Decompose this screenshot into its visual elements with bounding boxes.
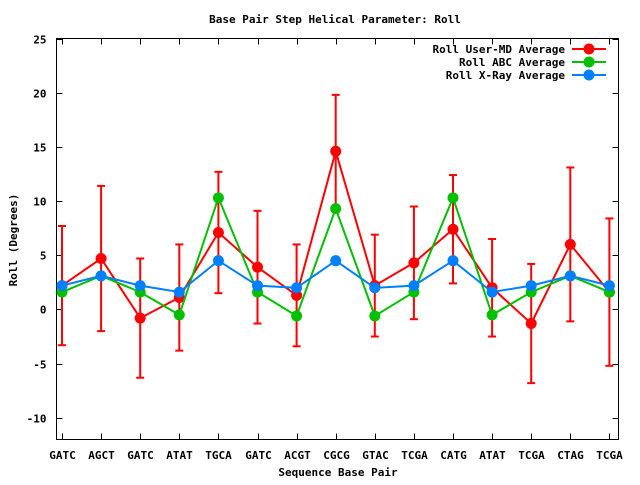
x-tick-label: GATC <box>127 449 154 462</box>
data-point <box>447 223 459 235</box>
x-axis-label: Sequence Base Pair <box>278 466 398 479</box>
legend-swatch-marker <box>583 43 595 55</box>
x-tick-label: GATC <box>49 449 76 462</box>
data-point <box>330 255 342 267</box>
series-layer <box>56 93 615 385</box>
data-point <box>486 309 498 321</box>
data-point <box>134 280 146 292</box>
x-tick-label: TCGA <box>518 449 545 462</box>
x-tick-label: ATAT <box>166 449 193 462</box>
chart-title: Base Pair Step Helical Parameter: Roll <box>209 13 461 26</box>
data-point <box>369 310 381 322</box>
y-tick-label: 20 <box>33 88 46 101</box>
data-point <box>252 280 263 292</box>
data-point <box>173 309 185 321</box>
series-group <box>56 93 615 385</box>
data-point <box>134 312 146 324</box>
x-tick-label: AGCT <box>88 449 115 462</box>
data-point <box>330 203 342 215</box>
data-point <box>408 257 420 269</box>
y-axis-label: Roll (Degrees) <box>7 194 20 287</box>
legend-label: Roll User-MD Average <box>433 43 566 56</box>
x-tick-label: CATG <box>440 449 467 462</box>
data-point <box>447 192 459 204</box>
data-point <box>369 282 381 294</box>
x-tick-label: CGCG <box>323 449 350 462</box>
x-tick-label: TGCA <box>205 449 232 462</box>
data-point <box>291 310 303 322</box>
legend-swatch-marker <box>583 69 595 81</box>
data-point <box>408 280 420 292</box>
x-tick-label: ACGT <box>284 449 311 462</box>
y-axis: -10 -5 0 5 10 15 20 25 <box>27 34 619 426</box>
x-tick-label: TCGA <box>401 449 428 462</box>
data-point <box>212 255 224 267</box>
data-point <box>173 286 185 298</box>
x-tick-label: CTAG <box>557 449 584 462</box>
data-point <box>95 270 107 282</box>
x-tick-label: GATC <box>245 449 272 462</box>
data-point <box>291 289 303 301</box>
x-tick-label: ATAT <box>479 449 506 462</box>
y-tick-label: 0 <box>40 304 47 317</box>
data-point <box>212 192 224 204</box>
plot-area-frame <box>56 38 619 440</box>
x-tick-label: GTAC <box>362 449 389 462</box>
data-point <box>564 270 576 282</box>
data-point <box>603 280 615 292</box>
y-tick-label: -10 <box>27 413 47 426</box>
y-tick-label: 25 <box>33 34 46 47</box>
legend-swatch-marker <box>583 56 595 68</box>
data-point <box>291 282 303 294</box>
y-tick-label: 10 <box>33 196 46 209</box>
x-axis: GATC AGCT GATC ATAT TGCA GATC ACGT CGCG GTAC TCGA… <box>49 38 623 462</box>
data-point <box>95 253 107 265</box>
y-tick-label: -5 <box>33 359 46 372</box>
data-point <box>56 280 68 292</box>
data-point <box>212 226 224 238</box>
legend-label: Roll X-Ray Average <box>446 69 566 82</box>
y-tick-label: 5 <box>40 250 47 263</box>
series-group <box>56 255 615 298</box>
data-point <box>447 255 459 267</box>
data-point <box>525 280 537 292</box>
data-point <box>252 261 263 273</box>
legend-label: Roll ABC Average <box>459 56 565 69</box>
data-point <box>525 318 537 330</box>
y-tick-label: 15 <box>33 142 46 155</box>
x-tick-label: TCGA <box>596 449 623 462</box>
data-point <box>564 238 576 250</box>
data-point <box>486 286 498 298</box>
data-point <box>330 145 342 157</box>
